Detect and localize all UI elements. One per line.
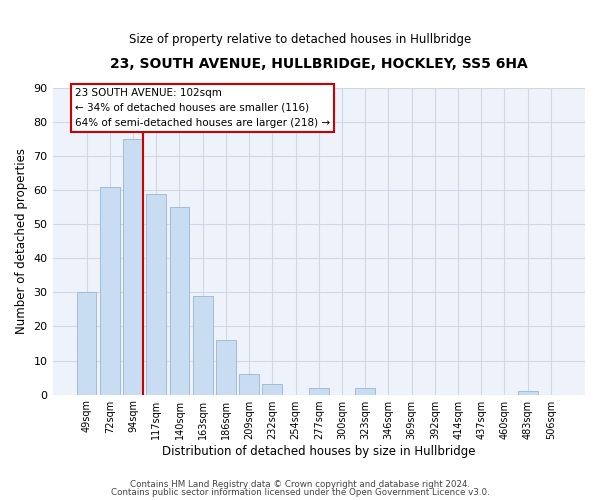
X-axis label: Distribution of detached houses by size in Hullbridge: Distribution of detached houses by size … <box>162 444 476 458</box>
Text: 23 SOUTH AVENUE: 102sqm
← 34% of detached houses are smaller (116)
64% of semi-d: 23 SOUTH AVENUE: 102sqm ← 34% of detache… <box>75 88 330 128</box>
Bar <box>193 296 212 394</box>
Bar <box>100 187 119 394</box>
Text: Contains public sector information licensed under the Open Government Licence v3: Contains public sector information licen… <box>110 488 490 497</box>
Bar <box>123 139 143 394</box>
Y-axis label: Number of detached properties: Number of detached properties <box>15 148 28 334</box>
Bar <box>216 340 236 394</box>
Text: Contains HM Land Registry data © Crown copyright and database right 2024.: Contains HM Land Registry data © Crown c… <box>130 480 470 489</box>
Bar <box>355 388 375 394</box>
Bar <box>146 194 166 394</box>
Bar <box>518 391 538 394</box>
Text: Size of property relative to detached houses in Hullbridge: Size of property relative to detached ho… <box>129 32 471 46</box>
Bar <box>262 384 282 394</box>
Title: 23, SOUTH AVENUE, HULLBRIDGE, HOCKLEY, SS5 6HA: 23, SOUTH AVENUE, HULLBRIDGE, HOCKLEY, S… <box>110 58 527 71</box>
Bar <box>309 388 329 394</box>
Bar <box>77 292 97 394</box>
Bar <box>170 207 190 394</box>
Bar <box>239 374 259 394</box>
